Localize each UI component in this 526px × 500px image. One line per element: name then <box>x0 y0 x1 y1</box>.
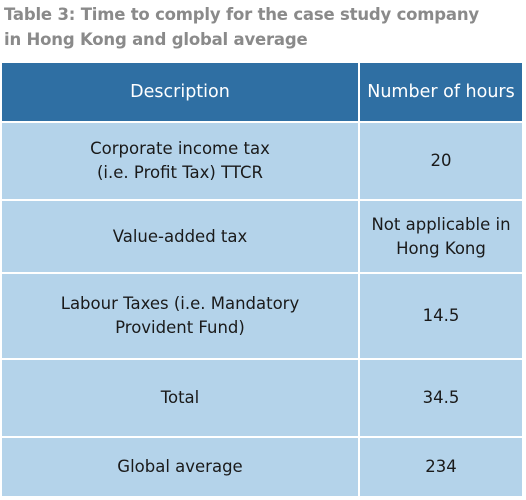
caption-line-2: in Hong Kong and global average <box>4 30 308 49</box>
header-description: Description <box>2 63 358 121</box>
description-line: Value-added tax <box>112 226 248 246</box>
hours-value: Hong Kong <box>396 238 486 258</box>
caption-line-1: Table 3: Time to comply for the case stu… <box>4 5 479 24</box>
description-line: (i.e. Profit Tax) TTCR <box>97 163 263 182</box>
row-description: Total <box>2 360 358 436</box>
hours-table: Description Number of hours Corporate in… <box>2 63 522 496</box>
row-hours: 34.5 <box>360 360 522 436</box>
row-description: Corporate income tax (i.e. Profit Tax) T… <box>2 123 358 199</box>
description-line: Global average <box>117 457 243 476</box>
hours-value: 234 <box>425 457 457 476</box>
header-number-of-hours: Number of hours <box>360 63 522 121</box>
table-row: Corporate income tax (i.e. Profit Tax) T… <box>2 123 522 199</box>
row-hours: 14.5 <box>360 274 522 358</box>
table-row: Value-added tax Not applicable in Hong K… <box>2 201 522 272</box>
row-hours: 234 <box>360 438 522 496</box>
hours-value: Not applicable in <box>371 214 511 234</box>
description-line: Total <box>160 388 200 407</box>
hours-value: 14.5 <box>422 306 460 325</box>
description-line: Corporate income tax <box>90 139 270 158</box>
row-hours: 20 <box>360 123 522 199</box>
row-description: Value-added tax <box>2 201 358 272</box>
table-caption: Table 3: Time to comply for the case stu… <box>4 2 514 52</box>
table-header-row: Description Number of hours <box>2 63 522 121</box>
row-description: Labour Taxes (i.e. Mandatory Provident F… <box>2 274 358 358</box>
row-description: Global average <box>2 438 358 496</box>
description-line: Provident Fund) <box>115 318 245 337</box>
table-row: Global average 234 <box>2 438 522 496</box>
description-line: Labour Taxes (i.e. Mandatory <box>60 294 300 313</box>
table-row: Labour Taxes (i.e. Mandatory Provident F… <box>2 274 522 358</box>
row-hours: Not applicable in Hong Kong <box>360 201 522 272</box>
hours-value: 34.5 <box>422 388 460 407</box>
table-row: Total 34.5 <box>2 360 522 436</box>
hours-value: 20 <box>430 151 452 170</box>
